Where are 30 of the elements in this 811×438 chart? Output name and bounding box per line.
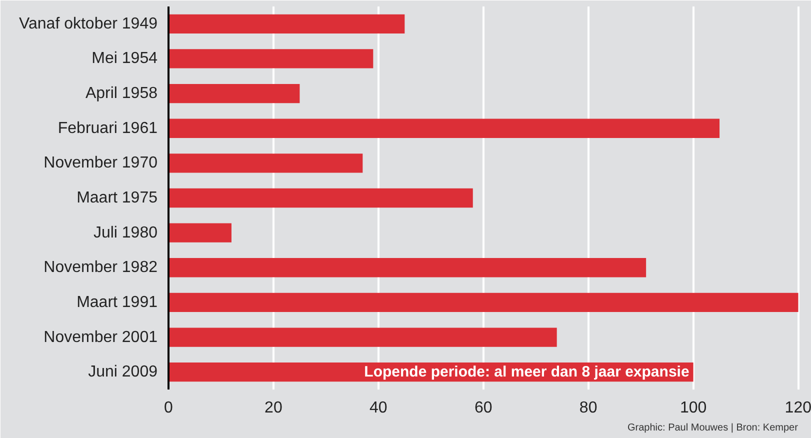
y-tick-label: Maart 1975 <box>76 190 158 206</box>
y-tick-label: Maart 1991 <box>76 294 158 311</box>
x-tick-label: 0 <box>164 400 174 416</box>
annotation: Lopende periode: al meer dan 8 jaar expansie <box>364 364 690 381</box>
bar <box>168 188 473 208</box>
x-tick-label: 100 <box>680 400 707 416</box>
text: Graphic: Paul Mouwes | Bron: Kemper <box>627 422 799 434</box>
bar <box>168 118 720 138</box>
y-tick-label: November 2001 <box>44 328 158 346</box>
bar <box>168 223 232 242</box>
y-tick-label: April 1958 <box>85 85 158 102</box>
x-tick-label: 80 <box>579 400 598 416</box>
y-tick-label: November 1982 <box>44 259 158 276</box>
bar <box>168 258 646 278</box>
y-tick-label: Juni 2009 <box>88 364 158 381</box>
y-tick-label: November 1970 <box>44 154 158 172</box>
bar <box>168 84 300 104</box>
bar <box>168 154 363 173</box>
y-tick-label: Juli 1980 <box>93 224 158 242</box>
bar <box>168 328 557 347</box>
bar <box>168 292 798 312</box>
bar <box>168 49 374 68</box>
y-tick-label: Vanaf oktober 1949 <box>19 15 158 32</box>
x-tick-label: 60 <box>474 400 492 416</box>
y-tick-label: Februari 1961 <box>58 120 158 137</box>
y-tick-label: Mei 1954 <box>92 50 158 68</box>
x-tick-label: 40 <box>370 400 388 416</box>
x-tick-label: 120 <box>784 400 811 416</box>
x-tick-label: 20 <box>264 400 282 416</box>
bar <box>168 14 405 34</box>
